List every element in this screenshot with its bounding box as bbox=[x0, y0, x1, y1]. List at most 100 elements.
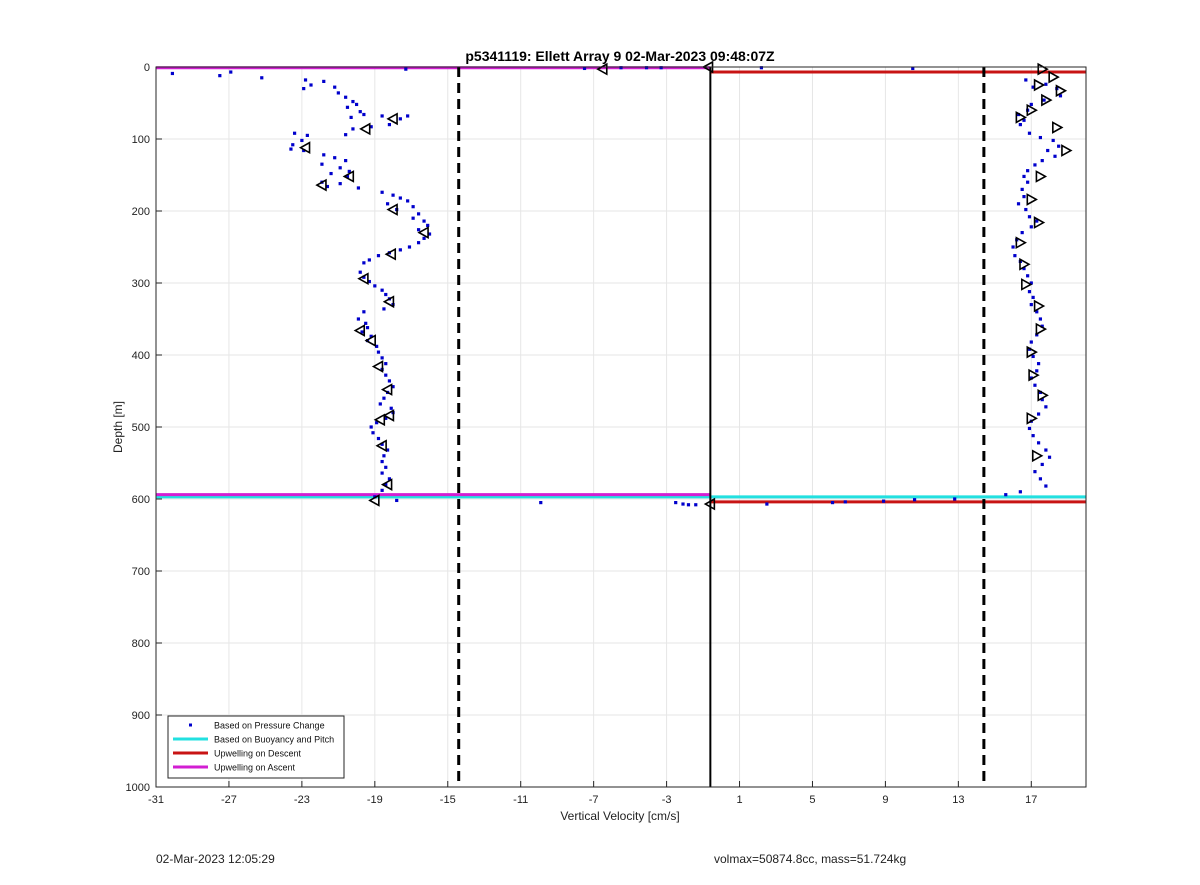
pressure-point bbox=[375, 421, 379, 425]
triangle-marker bbox=[386, 203, 398, 216]
y-tick-label: 600 bbox=[132, 494, 150, 506]
pressure-point bbox=[336, 91, 340, 95]
pressure-point bbox=[1058, 94, 1063, 98]
x-tick-label: 9 bbox=[882, 794, 888, 806]
pressure-point bbox=[320, 162, 324, 166]
pressure-point bbox=[365, 326, 370, 330]
pressure-point bbox=[384, 483, 388, 487]
pressure-point bbox=[367, 258, 371, 262]
pressure-point bbox=[387, 123, 392, 127]
pressure-point bbox=[881, 499, 886, 503]
pressure-point bbox=[681, 502, 685, 506]
pressure-point bbox=[345, 105, 350, 109]
triangle-marker bbox=[1015, 111, 1028, 124]
pressure-point bbox=[411, 216, 415, 220]
pressure-point bbox=[376, 350, 381, 354]
pressure-point bbox=[345, 174, 350, 179]
pressure-point bbox=[1029, 281, 1033, 285]
pressure-point bbox=[354, 102, 359, 107]
pressure-point bbox=[1035, 333, 1039, 337]
pressure-point bbox=[1051, 138, 1055, 143]
pressure-point bbox=[1035, 369, 1039, 373]
pressure-point bbox=[411, 205, 415, 209]
pressure-point bbox=[389, 406, 393, 410]
pressure-point bbox=[351, 127, 355, 131]
triangle-marker bbox=[315, 178, 327, 192]
pressure-point bbox=[384, 292, 388, 297]
pressure-point bbox=[1022, 174, 1026, 179]
x-tick-label: -31 bbox=[148, 794, 164, 806]
pressure-point bbox=[325, 184, 330, 189]
pressure-point bbox=[1031, 434, 1035, 438]
pressure-point bbox=[686, 503, 691, 507]
triangle-marker bbox=[417, 226, 429, 239]
pressure-point bbox=[1026, 180, 1030, 184]
pressure-point bbox=[1053, 154, 1057, 158]
triangle-marker bbox=[353, 324, 366, 337]
y-tick-label: 400 bbox=[132, 350, 150, 362]
pressure-point bbox=[380, 114, 384, 118]
chart-title: p5341119: Ellett Array 9 02-Mar-2023 09:… bbox=[465, 48, 775, 64]
pressure-point bbox=[422, 236, 426, 240]
pressure-point bbox=[303, 78, 308, 82]
pressure-point bbox=[344, 133, 348, 137]
pressure-point bbox=[1029, 303, 1033, 307]
pressure-point bbox=[369, 125, 373, 129]
pressure-point bbox=[1036, 412, 1041, 416]
triangle-marker bbox=[1019, 257, 1031, 271]
legend: Based on Pressure Change Based on Buoyanc… bbox=[167, 715, 345, 779]
x-tick-label: 1 bbox=[736, 794, 742, 806]
pressure-point bbox=[1004, 493, 1008, 497]
triangle-marker bbox=[1026, 345, 1038, 359]
y-tick-label: 700 bbox=[132, 566, 150, 578]
y-axis-label: Depth [m] bbox=[111, 401, 125, 453]
triangle-marker bbox=[364, 334, 376, 347]
triangle-marker bbox=[384, 247, 397, 261]
triangle-marker bbox=[359, 122, 371, 136]
pressure-point bbox=[912, 498, 917, 502]
pressure-point bbox=[398, 117, 402, 121]
triangle-marker bbox=[1028, 368, 1040, 382]
triangle-marker bbox=[373, 413, 386, 427]
pressure-point bbox=[1022, 118, 1026, 122]
pressure-point bbox=[1022, 267, 1026, 271]
triangle-marker bbox=[1026, 193, 1038, 206]
pressure-point bbox=[1040, 159, 1044, 163]
pressure-point bbox=[407, 245, 412, 249]
pressure-point bbox=[1020, 231, 1024, 235]
x-tick-label: -15 bbox=[440, 794, 456, 806]
pressure-point bbox=[384, 373, 388, 377]
pressure-point bbox=[369, 334, 373, 338]
legend-dot-swatch bbox=[189, 723, 192, 727]
pressure-point bbox=[344, 95, 348, 99]
pressure-point bbox=[305, 133, 309, 137]
triangle-marker bbox=[357, 272, 369, 286]
legend-label: Based on Buoyancy and Pitch bbox=[214, 735, 334, 745]
pressure-point bbox=[1027, 426, 1032, 431]
triangle-marker bbox=[1015, 236, 1028, 250]
pressure-point bbox=[338, 166, 342, 170]
triangle-marker bbox=[1035, 322, 1048, 336]
pressure-point bbox=[338, 182, 342, 186]
triangle-marker bbox=[386, 112, 398, 126]
pressure-point bbox=[539, 501, 543, 505]
grid-lines bbox=[155, 66, 1086, 788]
pressure-point bbox=[1040, 324, 1044, 328]
triangle-marker bbox=[382, 295, 395, 309]
pressure-point bbox=[260, 76, 264, 80]
x-tick-label: -7 bbox=[589, 794, 599, 806]
pressure-point bbox=[911, 66, 915, 71]
x-tick-label: 5 bbox=[809, 794, 815, 806]
pressure-point bbox=[380, 190, 384, 194]
pressure-point bbox=[406, 199, 410, 203]
pressure-point bbox=[694, 503, 698, 507]
pressure-point bbox=[1036, 441, 1041, 445]
y-tick-label: 900 bbox=[132, 710, 150, 722]
pressure-point bbox=[1029, 225, 1033, 229]
pressure-point bbox=[378, 402, 382, 406]
triangle-marker bbox=[380, 478, 393, 491]
x-tick-label: 13 bbox=[952, 794, 964, 806]
pressure-point bbox=[371, 431, 375, 435]
pressure-point bbox=[362, 310, 366, 314]
